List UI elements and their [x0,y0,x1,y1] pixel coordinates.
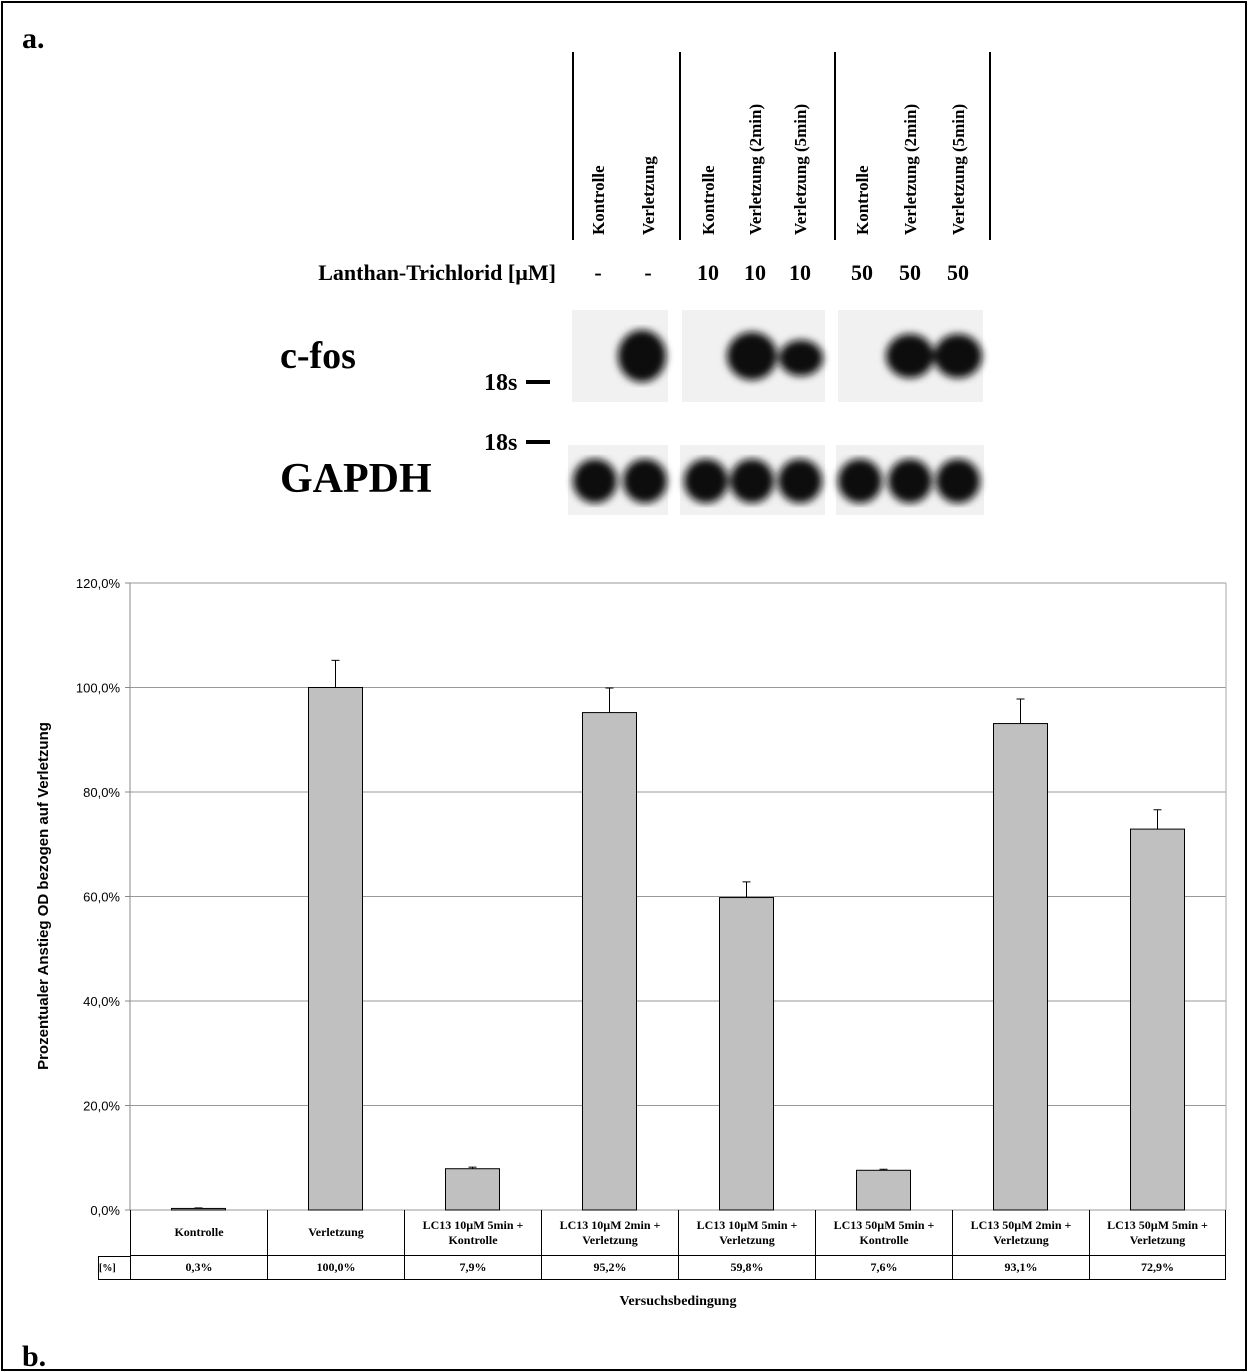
table-row-label: [%] [98,1256,130,1280]
blot-cfos [572,310,983,402]
y-axis-title: Prozentualer Anstieg OD bezogen auf Verl… [35,722,52,1070]
value-label: 93,1% [952,1256,1089,1280]
figure-canvas: a. b. Lanthan-Trichlorid [µM] c-fos GAPD… [0,0,1249,1372]
y-tick-label: 80,0% [83,785,120,800]
value-label: 0,3% [130,1256,267,1280]
bar [446,1169,500,1210]
lane-label: Kontrolle [589,165,608,235]
y-tick-label: 0,0% [90,1203,120,1218]
category-label: LC13 50µM 2min + Verletzung [952,1210,1089,1256]
concentration: - [644,260,651,285]
concentration: 50 [899,260,921,285]
panel-label: a. [22,22,45,55]
y-tick-label: 20,0% [83,1099,120,1114]
category-label: Verletzung [267,1210,404,1256]
row-label: GAPDH [280,456,432,502]
y-tick-label: 100,0% [76,681,121,696]
bar [720,898,774,1210]
blot-gapdh [568,445,984,515]
concentration: 10 [744,260,766,285]
concentration: 10 [789,260,811,285]
bar [1131,829,1185,1210]
marker-label: 18s [484,430,517,456]
value-label: 59,8% [678,1256,815,1280]
concentration: 50 [947,260,969,285]
y-tick-label: 60,0% [83,890,120,905]
value-label: 95,2% [541,1256,678,1280]
category-label: LC13 50µM 5min + Verletzung [1089,1210,1226,1256]
concentration-label: Lanthan-Trichlorid [µM] [318,260,556,285]
value-label: 72,9% [1089,1256,1226,1280]
x-axis-title: Versuchsbedingung [620,1294,737,1309]
lane-label: Verletzung (5min) [791,104,810,235]
bar [857,1170,911,1210]
y-tick-label: 40,0% [83,994,120,1009]
value-label: 100,0% [267,1256,404,1280]
category-label: LC13 10µM 5min + Kontrolle [404,1210,541,1256]
category-label: LC13 10µM 5min + Verletzung [678,1210,815,1256]
concentration: 10 [697,260,719,285]
lane-label: Verletzung [639,156,658,235]
figure: a. b. Lanthan-Trichlorid [µM] c-fos GAPD… [0,0,1249,1372]
lane-label: Kontrolle [699,165,718,235]
bar [309,688,363,1211]
marker-label: 18s [484,370,517,396]
lane-label: Verletzung (2min) [746,104,765,235]
lane-label: Kontrolle [853,165,872,235]
value-label: 7,9% [404,1256,541,1280]
y-tick-label: 120,0% [76,576,121,591]
concentration: - [594,260,601,285]
lane-label: Verletzung (5min) [949,104,968,235]
category-label: LC13 50µM 5min + Kontrolle [815,1210,952,1256]
row-label: c-fos [280,335,356,377]
category-label: LC13 10µM 2min + Verletzung [541,1210,678,1256]
concentration: 50 [851,260,873,285]
lane-label: Verletzung (2min) [901,104,920,235]
value-label: 7,6% [815,1256,952,1280]
panel-label: b. [22,1340,46,1372]
category-label: Kontrolle [130,1210,267,1256]
bar [994,724,1048,1210]
bar [583,713,637,1210]
lane-separators [573,52,990,240]
